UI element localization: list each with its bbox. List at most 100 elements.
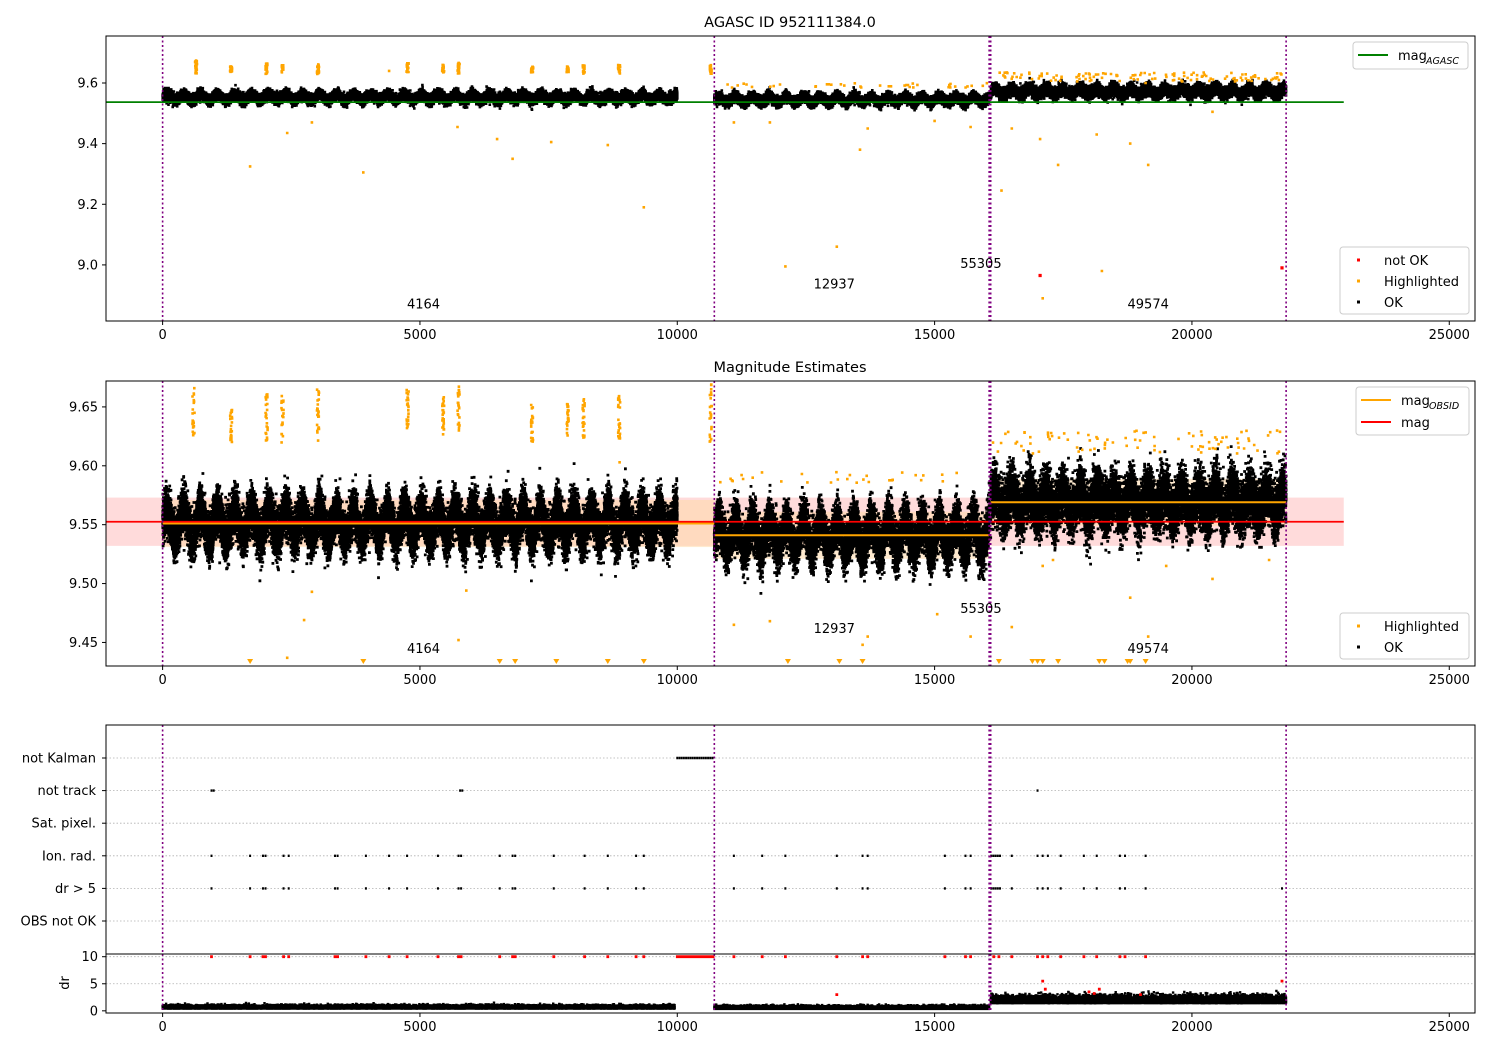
flag-row-label: not Kalman bbox=[22, 752, 96, 767]
below-range-marker bbox=[1034, 659, 1041, 664]
obsid-label: 12937 bbox=[814, 277, 855, 292]
x-tick-label: 25000 bbox=[1429, 1020, 1470, 1035]
legend-label: Highlighted bbox=[1384, 620, 1459, 635]
dr-axes: 0 5000 10000 15000 20000 25000 0 5 10 bbox=[81, 950, 1476, 1035]
obsid-label: 49574 bbox=[1128, 297, 1169, 312]
obsid-label: 4164 bbox=[407, 642, 440, 657]
flag-events bbox=[676, 756, 714, 760]
y-tick-label: 9.2 bbox=[77, 198, 98, 213]
below-range-marker bbox=[1142, 659, 1149, 664]
mag-estimates-plot-area bbox=[106, 381, 1344, 666]
dr-ok-points bbox=[989, 989, 1288, 1005]
legend-label: mag bbox=[1401, 416, 1430, 431]
legend-marker bbox=[1357, 645, 1360, 649]
mag-estimates-axes: 0 5000 10000 15000 20000 25000 9.45 9.50 9.55 9.6… bbox=[69, 400, 1470, 688]
legend-label: mag bbox=[1398, 49, 1427, 64]
y-tick-label: 9.4 bbox=[77, 137, 98, 152]
x-tick-label: 20000 bbox=[1171, 673, 1212, 688]
agasc-axes-frame bbox=[105, 35, 1476, 322]
below-range-marker bbox=[247, 659, 254, 664]
below-range-marker bbox=[604, 659, 611, 664]
x-tick-label: 10000 bbox=[657, 673, 698, 688]
agasc-axes: 0 5000 10000 15000 20000 25000 9.0 9.2 9.4 9.6 bbox=[77, 76, 1470, 343]
legend-marker bbox=[1357, 624, 1360, 628]
y-tick-label: 9.65 bbox=[69, 400, 98, 415]
x-tick-label: 10000 bbox=[657, 328, 698, 343]
dr-not-ok-points bbox=[210, 955, 1284, 996]
dr-panel: 0 5000 10000 15000 20000 25000 0 5 10 dr bbox=[58, 950, 1476, 1035]
below-range-marker bbox=[1096, 659, 1103, 664]
below-range-marker bbox=[995, 659, 1002, 664]
below-range-marker bbox=[784, 659, 791, 664]
x-tick-label: 0 bbox=[158, 1020, 166, 1035]
legend-status: not OK Highlighted OK bbox=[1339, 246, 1470, 315]
legend-highlight: Highlighted OK bbox=[1339, 612, 1470, 660]
x-tick-label: 15000 bbox=[914, 1020, 955, 1035]
x-tick-label: 5000 bbox=[403, 328, 436, 343]
ok-points bbox=[713, 86, 991, 112]
legend-marker bbox=[1357, 279, 1360, 283]
panel-title-agasc: AGASC ID 952111384.0 bbox=[704, 15, 876, 31]
legend-subscript: AGASC bbox=[1425, 56, 1459, 67]
y-tick-label: 9.6 bbox=[77, 76, 98, 91]
legend-subscript: OBSID bbox=[1429, 401, 1459, 412]
ok-points bbox=[989, 76, 1288, 107]
dr-ok-points bbox=[713, 1003, 991, 1011]
below-range-marker bbox=[859, 659, 866, 664]
x-tick-label: 20000 bbox=[1171, 1020, 1212, 1035]
y-tick-label: 10 bbox=[81, 950, 98, 965]
flag-row-label: not track bbox=[37, 784, 96, 799]
dr-plot-area bbox=[106, 954, 1475, 1013]
below-range-marker bbox=[1039, 659, 1046, 664]
below-range-marker bbox=[512, 659, 519, 664]
legend-mag-agasc: mag AGASC bbox=[1352, 41, 1469, 70]
not-ok-points bbox=[1038, 266, 1284, 278]
y-tick-label: 9.45 bbox=[69, 636, 98, 651]
legend-box bbox=[1352, 41, 1469, 70]
obsid-label: 4164 bbox=[407, 297, 440, 312]
x-tick-label: 0 bbox=[158, 328, 166, 343]
legend-label: mag bbox=[1401, 394, 1430, 409]
x-tick-label: 5000 bbox=[403, 673, 436, 688]
flags-panel: not Kalman not track Sat. pixel. Ion. rad. d… bbox=[21, 724, 1476, 955]
obsid-label: 49574 bbox=[1128, 642, 1169, 657]
flag-row-label: dr > 5 bbox=[55, 882, 96, 897]
ok-points bbox=[712, 481, 991, 595]
legend-marker bbox=[1357, 300, 1360, 304]
agasc-plot-area bbox=[106, 36, 1344, 321]
legend-box bbox=[1339, 246, 1470, 315]
obsid-label: 55305 bbox=[960, 257, 1001, 272]
flags-plot-area bbox=[106, 725, 1475, 954]
obsid-label: 12937 bbox=[814, 622, 855, 637]
magnitude-estimates-panel: Magnitude Estimates 0 5000 10000 15000 20000… bbox=[69, 360, 1476, 688]
y-tick-label: 9.50 bbox=[69, 577, 98, 592]
flag-row-label: Ion. rad. bbox=[42, 849, 96, 864]
flags-axes-frame bbox=[105, 724, 1476, 955]
legend-label: OK bbox=[1384, 296, 1403, 311]
ok-points bbox=[989, 445, 1288, 566]
flags-axes: not Kalman not track Sat. pixel. Ion. rad. d… bbox=[21, 724, 1476, 955]
flag-row-label: Sat. pixel. bbox=[32, 817, 96, 832]
legend-label: not OK bbox=[1384, 254, 1429, 269]
legend-box bbox=[1339, 612, 1470, 660]
obsid-label: 55305 bbox=[960, 602, 1001, 617]
legend-label: Highlighted bbox=[1384, 275, 1459, 290]
x-tick-label: 25000 bbox=[1429, 328, 1470, 343]
below-range-marker bbox=[360, 659, 367, 664]
x-tick-label: 10000 bbox=[657, 1020, 698, 1035]
x-tick-label: 5000 bbox=[403, 1020, 436, 1035]
below-range-marker bbox=[1127, 659, 1134, 664]
y-tick-label: 5 bbox=[90, 977, 98, 992]
ok-points bbox=[161, 83, 679, 111]
mag-estimates-obsid-labels: 4164 12937 55305 49574 bbox=[407, 602, 1169, 657]
flag-row-label: OBS not OK bbox=[21, 915, 97, 930]
below-range-marker bbox=[1101, 659, 1108, 664]
y-tick-label: 9.60 bbox=[69, 459, 98, 474]
legend-marker bbox=[1357, 258, 1360, 262]
dr-ok-points bbox=[161, 1001, 676, 1010]
below-range-marker bbox=[836, 659, 843, 664]
x-tick-label: 0 bbox=[158, 673, 166, 688]
below-range-marker bbox=[1029, 659, 1036, 664]
